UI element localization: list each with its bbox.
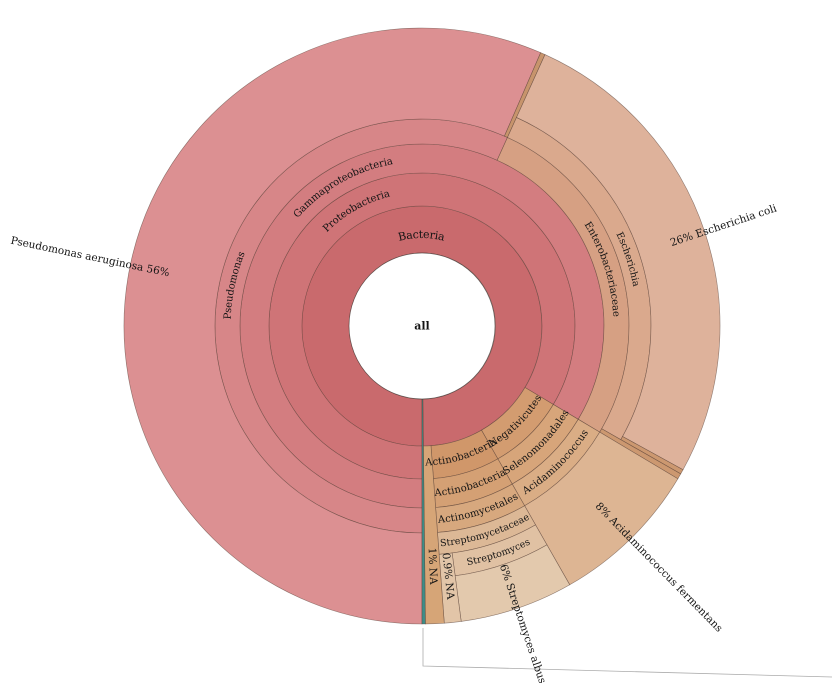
- arc-label-bacteria: Bacteria: [397, 227, 447, 243]
- outer-label-acidaminococcus-fermentans: 8% Acidaminococcus fermentans: [593, 500, 725, 634]
- outer-label-na: 1% NA: [426, 548, 440, 586]
- center-label: all: [414, 320, 430, 333]
- center-circle[interactable]: [348, 252, 496, 400]
- wedge-pseudomonas-aeruginosa[interactable]: [123, 27, 542, 625]
- outer-label-na: 0.9% NA: [440, 552, 457, 600]
- wedge-escherichia-coli[interactable]: [516, 54, 721, 471]
- leader-line: [422, 628, 832, 678]
